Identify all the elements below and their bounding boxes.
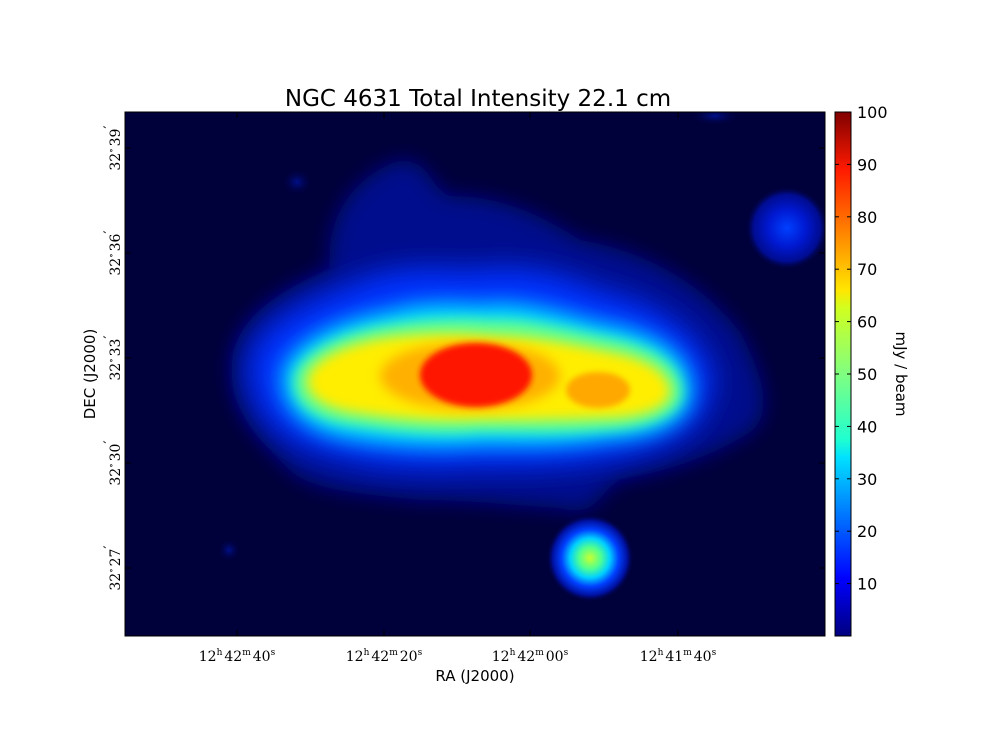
x-tick: 12h 42m 00s bbox=[492, 112, 569, 665]
colorbar-tick-label: 40 bbox=[857, 417, 877, 436]
x-tick: 12h 42m 40s bbox=[199, 112, 276, 665]
x-tick-label: 12h 42m 20s bbox=[346, 648, 423, 665]
y-tick-label: 32∘27′ bbox=[102, 545, 124, 590]
colorbar-tick-label: 90 bbox=[857, 155, 877, 174]
y-tick: 32∘33′ bbox=[102, 335, 825, 381]
x-tick: 12h 42m 20s bbox=[346, 112, 423, 665]
colorbar-tick-label: 10 bbox=[857, 575, 877, 594]
x-tick-label: 12h 42m 40s bbox=[199, 648, 276, 665]
y-tick-label: 32∘33′ bbox=[102, 335, 124, 380]
colorbar-tick-label: 60 bbox=[857, 313, 877, 332]
x-tick-label: 12h 42m 00s bbox=[492, 648, 569, 665]
colorbar: 10 20 30 40 50 60 70 80 90 100 mJy / beam bbox=[834, 103, 910, 637]
galaxy-emission bbox=[232, 160, 764, 511]
x-axis-label: RA (J2000) bbox=[435, 667, 514, 685]
y-axis: 32∘39′ 32∘36′ 32∘33′ 32∘30′ 32∘27′ DEC (… bbox=[81, 125, 825, 591]
colorbar-ticks: 10 20 30 40 50 60 70 80 90 100 bbox=[835, 103, 888, 594]
chart-title: NGC 4631 Total Intensity 22.1 cm bbox=[285, 86, 671, 112]
colorbar-tick-label: 100 bbox=[857, 103, 888, 122]
y-axis-label: DEC (J2000) bbox=[81, 329, 99, 420]
y-tick-label: 32∘36′ bbox=[102, 230, 124, 275]
heatmap-image bbox=[125, 112, 825, 636]
faint-source bbox=[281, 168, 313, 196]
y-tick: 32∘36′ bbox=[102, 230, 825, 276]
x-tick: 12h 41m 40s bbox=[640, 112, 717, 665]
colorbar-tick-label: 20 bbox=[857, 522, 877, 541]
colorbar-tick-label: 30 bbox=[857, 470, 877, 489]
y-tick: 32∘30′ bbox=[102, 440, 825, 486]
y-tick: 32∘39′ bbox=[102, 125, 825, 171]
faint-source bbox=[689, 112, 741, 126]
faint-source bbox=[217, 538, 241, 562]
colorbar-tick-label: 70 bbox=[857, 260, 877, 279]
colorbar-label: mJy / beam bbox=[892, 331, 910, 416]
y-tick-label: 32∘30′ bbox=[102, 440, 124, 485]
colorbar-tick-label: 50 bbox=[857, 365, 877, 384]
plot-frame bbox=[124, 111, 826, 637]
y-tick-label: 32∘39′ bbox=[102, 125, 124, 170]
x-tick-label: 12h 41m 40s bbox=[640, 648, 717, 665]
colorbar-tick-label: 80 bbox=[857, 208, 877, 227]
y-tick: 32∘27′ bbox=[102, 545, 825, 591]
compact-source-south bbox=[546, 514, 634, 602]
compact-source-northwest bbox=[745, 186, 825, 270]
x-axis: 12h 42m 40s 12h 42m 20s 12h 42m 00s 12h 41m 40s … bbox=[199, 112, 717, 685]
